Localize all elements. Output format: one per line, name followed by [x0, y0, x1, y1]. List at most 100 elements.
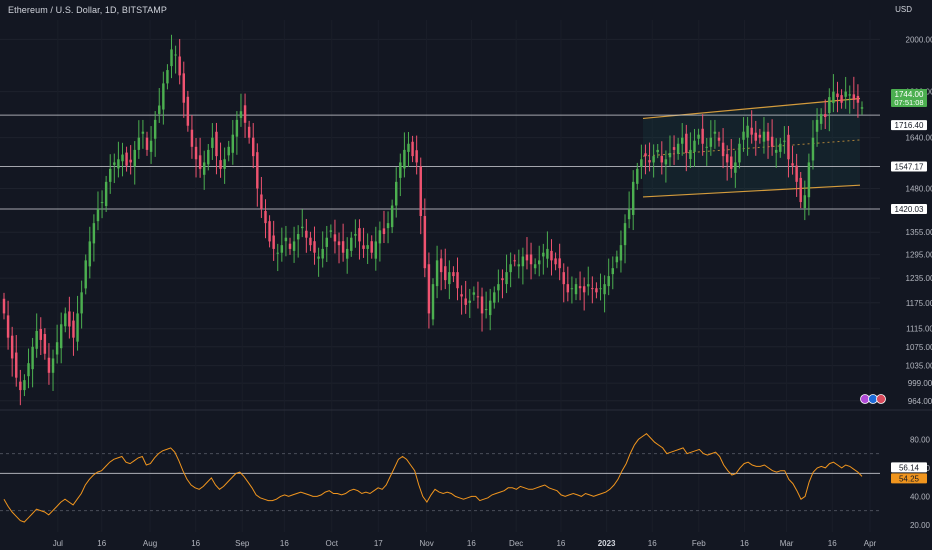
candle — [505, 272, 508, 285]
candle — [529, 254, 533, 265]
candle — [374, 241, 378, 259]
indicator-pane — [3, 433, 863, 523]
candle — [476, 296, 480, 298]
time-tick-label: 16 — [648, 539, 657, 548]
candle — [444, 266, 447, 281]
candle — [129, 159, 132, 163]
price-tick-label: 1640.00 — [906, 134, 932, 143]
candle — [713, 131, 717, 134]
candle — [828, 97, 831, 114]
candle — [80, 292, 83, 314]
price-tick-label: 2000.00 — [906, 35, 932, 44]
candle — [819, 114, 823, 124]
candle — [578, 286, 582, 289]
candle — [239, 111, 243, 118]
main-grid — [0, 20, 932, 532]
candle — [219, 160, 222, 169]
candle — [644, 153, 647, 157]
candle — [689, 149, 692, 159]
time-tick-label: 16 — [467, 539, 476, 548]
candle — [292, 241, 296, 251]
candle — [96, 208, 100, 222]
candle — [399, 162, 402, 178]
candle — [358, 228, 361, 242]
candle — [448, 272, 451, 285]
candle — [423, 216, 427, 269]
time-tick-label: Nov — [419, 539, 433, 548]
candle — [783, 140, 786, 142]
candle — [721, 142, 725, 157]
candle — [631, 181, 635, 215]
candle — [582, 286, 586, 293]
candle — [750, 127, 753, 135]
candle — [386, 223, 390, 229]
candle — [390, 205, 394, 228]
candle — [615, 256, 619, 263]
candle — [309, 237, 312, 246]
candle — [574, 284, 578, 295]
candle — [795, 165, 798, 182]
candle — [345, 248, 349, 259]
channel-fill — [643, 98, 860, 197]
indicator-tick-label: 80.00 — [910, 435, 931, 444]
candle — [55, 342, 59, 355]
candle — [464, 298, 467, 305]
candle — [92, 223, 96, 244]
time-tick-label: Apr — [864, 539, 877, 548]
candle — [288, 243, 292, 249]
candle — [162, 83, 165, 110]
candle — [215, 131, 218, 157]
candle — [333, 234, 337, 242]
candle — [31, 346, 34, 370]
candle — [207, 149, 210, 165]
indicator-tag-bg — [891, 473, 927, 484]
candle — [439, 258, 443, 273]
candle — [182, 73, 185, 103]
candle — [43, 334, 47, 354]
candle — [832, 91, 835, 104]
candle — [227, 146, 230, 156]
candle — [533, 264, 537, 269]
candle — [599, 288, 602, 290]
candle — [435, 260, 439, 287]
indicator-tag-label: 56.14 — [899, 463, 920, 472]
candle — [170, 49, 173, 67]
chart-title: Ethereum / U.S. Dollar, 1D, BITSTAMP — [8, 5, 167, 15]
price-axis: 2000.001800.001640.001480.001355.001295.… — [906, 35, 932, 529]
candle — [174, 54, 177, 56]
candle — [668, 153, 672, 158]
candle — [546, 248, 549, 259]
candle — [411, 141, 414, 157]
event-icons[interactable] — [860, 394, 886, 404]
price-tick-label: 999.00 — [908, 379, 932, 388]
candle — [100, 202, 104, 204]
candle — [121, 154, 124, 162]
candle — [113, 162, 116, 165]
candle — [480, 296, 484, 314]
candle — [705, 146, 708, 148]
candle — [738, 143, 741, 163]
candle — [509, 264, 512, 273]
candle — [427, 264, 431, 314]
price-tick-label: 1235.00 — [906, 274, 932, 283]
candle — [824, 114, 827, 117]
candle — [746, 125, 749, 138]
event-icon[interactable] — [876, 394, 886, 404]
candle — [35, 330, 38, 349]
candle — [6, 315, 10, 338]
candle — [685, 133, 688, 154]
candle — [468, 300, 471, 303]
time-tick-label: Oct — [326, 539, 339, 548]
candle — [484, 309, 488, 311]
candle — [133, 149, 136, 167]
candle — [329, 230, 333, 232]
candle — [656, 149, 659, 153]
candle — [313, 241, 316, 253]
candle — [325, 237, 328, 247]
candle — [766, 131, 770, 141]
candle — [125, 152, 128, 166]
candle — [321, 248, 324, 259]
candle — [517, 264, 521, 267]
candle — [779, 143, 782, 152]
